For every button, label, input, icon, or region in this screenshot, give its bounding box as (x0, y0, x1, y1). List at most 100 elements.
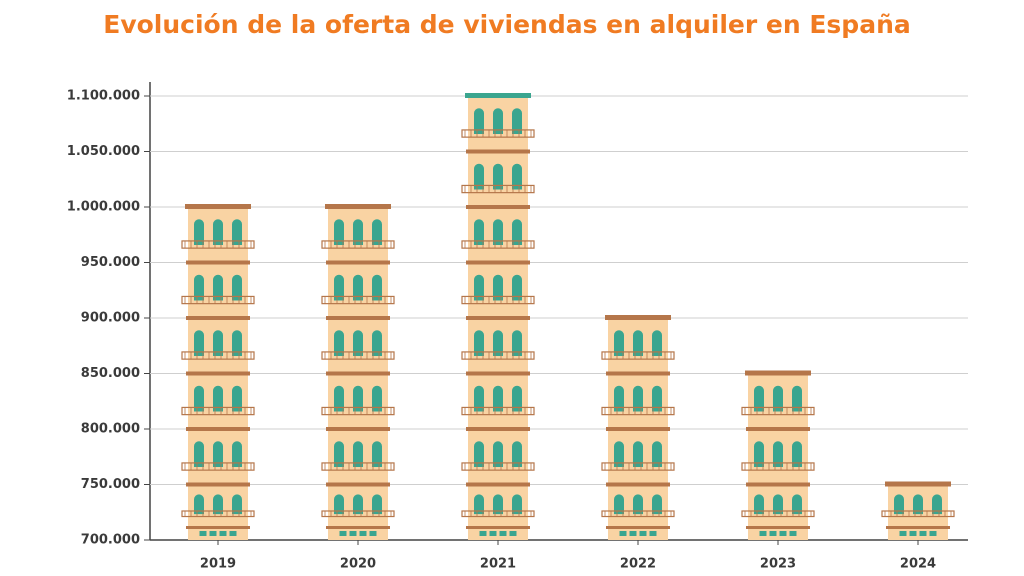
window (792, 494, 802, 515)
door (759, 531, 767, 536)
window (614, 330, 624, 357)
door (619, 531, 627, 536)
window (792, 385, 802, 412)
door (649, 531, 657, 536)
floor-band (326, 316, 390, 320)
balcony (321, 406, 395, 416)
window (633, 385, 643, 412)
window (334, 219, 344, 246)
window (213, 274, 223, 301)
balcony (741, 462, 815, 471)
window (493, 219, 503, 246)
y-tick-label: 1.050.000 (67, 144, 140, 159)
window (512, 385, 522, 412)
window (512, 494, 522, 515)
balcony (181, 510, 255, 518)
balcony (601, 510, 675, 518)
window (213, 219, 223, 246)
window (754, 494, 764, 515)
door (479, 531, 487, 536)
floor-band (466, 205, 530, 209)
window (512, 219, 522, 246)
floor-band (466, 371, 530, 376)
window (754, 385, 764, 412)
floor-band (466, 260, 530, 265)
door (899, 531, 907, 536)
balcony (601, 351, 675, 360)
door (339, 531, 347, 536)
balcony (461, 184, 535, 194)
y-tick-label: 700.000 (81, 533, 140, 548)
window (353, 330, 363, 357)
floor-band (606, 427, 670, 431)
window (894, 494, 904, 515)
floor-band (606, 371, 670, 376)
door (229, 531, 237, 536)
balcony (181, 406, 255, 416)
window (334, 330, 344, 357)
window (754, 441, 764, 468)
floor-band (326, 427, 390, 431)
door (359, 531, 367, 536)
ground-band (606, 526, 670, 529)
window (493, 385, 503, 412)
balcony (181, 462, 255, 471)
window (353, 494, 363, 515)
floor-band (326, 482, 390, 487)
window (353, 385, 363, 412)
floor-band (326, 371, 390, 376)
floor-band (186, 427, 250, 431)
balcony (461, 462, 535, 471)
y-tick-label: 950.000 (81, 255, 140, 270)
window (334, 385, 344, 412)
window (232, 274, 242, 301)
window (652, 441, 662, 468)
ground-band (186, 526, 250, 529)
floor-band (466, 316, 530, 320)
door (769, 531, 777, 536)
roof (745, 370, 811, 376)
window (353, 441, 363, 468)
window (334, 494, 344, 515)
window (792, 441, 802, 468)
window (372, 274, 382, 301)
window (493, 494, 503, 515)
door (509, 531, 517, 536)
window (493, 108, 503, 135)
door (489, 531, 497, 536)
window (633, 494, 643, 515)
y-tick-label: 1.000.000 (67, 200, 140, 215)
door (219, 531, 227, 536)
window (932, 494, 942, 515)
y-tick-label: 850.000 (81, 366, 140, 381)
window (614, 494, 624, 515)
window (194, 330, 204, 357)
roof (465, 93, 531, 98)
building-decor (321, 204, 395, 536)
door (209, 531, 217, 536)
window (512, 330, 522, 357)
ground-band (466, 526, 530, 529)
y-tick-label: 900.000 (81, 311, 140, 326)
y-tick-label: 800.000 (81, 422, 140, 437)
balcony (321, 240, 395, 249)
ground-band (746, 526, 810, 529)
window (334, 274, 344, 301)
window (773, 385, 783, 412)
window (232, 385, 242, 412)
balcony (461, 406, 535, 416)
door (499, 531, 507, 536)
roof (885, 481, 951, 487)
window (372, 385, 382, 412)
building-decor (881, 481, 955, 536)
floor-band (466, 482, 530, 487)
window (232, 441, 242, 468)
door (639, 531, 647, 536)
window (913, 494, 923, 515)
door (199, 531, 207, 536)
floor-band (186, 316, 250, 320)
balcony (321, 510, 395, 518)
window (614, 385, 624, 412)
window (773, 441, 783, 468)
